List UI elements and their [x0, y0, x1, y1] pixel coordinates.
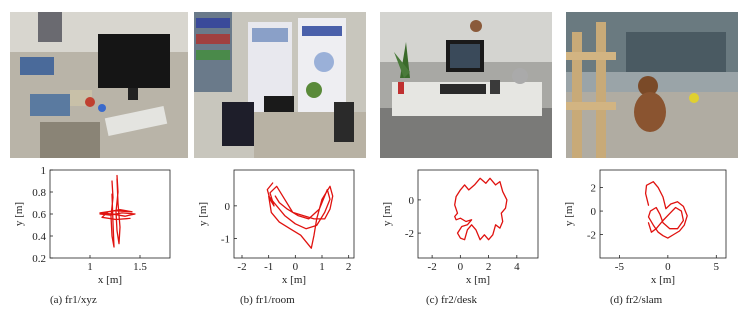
x-tick-label: 1.5: [133, 261, 147, 273]
x-axis-label: x [m]: [466, 274, 490, 286]
y-tick-label: 0: [409, 195, 415, 207]
x-axis-label: x [m]: [282, 274, 306, 286]
panel-d: -5 0 5 -2 0 2 x [m] y [m] (d) fr2/slam: [560, 0, 740, 321]
y-axis-label: y [m]: [197, 202, 209, 226]
trajectory-plot-fr1-xyz: 1 1.5 0.2 0.4 0.6 0.8 1 x [m] y [m]: [13, 165, 171, 286]
plot-fr1-room: -2 -1 0 1 2 -1 0 x [m] y [m]: [192, 160, 372, 290]
y-axis-label: y [m]: [381, 202, 393, 226]
photo-fr2-slam: [566, 12, 738, 158]
y-tick-label: 0: [591, 206, 597, 218]
y-tick-label: 0: [225, 201, 231, 213]
photo-fr1-xyz: [10, 12, 188, 158]
panel-b: -2 -1 0 1 2 -1 0 x [m] y [m] (b) fr1/room: [192, 0, 372, 321]
trajectory-plot-fr2-desk: -2 0 2 4-20x [m]y [m]: [381, 169, 539, 286]
x-tick-label: 1: [87, 261, 93, 273]
plot-frame: [233, 169, 355, 259]
trajectory-line: [110, 180, 115, 248]
x-tick-label: 0: [293, 261, 299, 273]
x-axis-label: x [m]: [651, 274, 675, 286]
y-tick-label: 0.6: [32, 209, 46, 221]
plot-frame: [417, 169, 539, 259]
x-tick-label: -2: [237, 261, 246, 273]
x-tick-label: 5: [714, 261, 720, 273]
y-tick-label: -1: [221, 233, 230, 245]
y-tick-label: 0.2: [32, 253, 46, 265]
y-axis-label: y [m]: [13, 202, 25, 226]
trajectory-plot-fr1-room: -2 -1 0 1 2-10x [m]y [m]: [197, 169, 355, 286]
trajectory-line: [99, 208, 136, 221]
trajectory-line: [115, 174, 121, 245]
x-axis-label: x [m]: [98, 274, 122, 286]
trajectory-line: [266, 182, 334, 249]
trajectory-plot-fr2-slam: -5 0 5 -2 0 2 x [m] y [m]: [563, 169, 727, 286]
caption-d: (d) fr2/slam: [610, 294, 663, 306]
trajectory-line: [644, 181, 688, 239]
y-tick-label: 0.8: [32, 187, 46, 199]
caption-b: (b) fr1/room: [240, 294, 295, 306]
panel-a: 1 1.5 0.2 0.4 0.6 0.8 1 x [m] y [m] (a) fr1/xyz: [8, 0, 188, 321]
photo-fr1-room: [194, 12, 366, 158]
panel-c: -2 0 2 4 -2 0 x [m] y [m] (c) fr2/desk: [376, 0, 556, 321]
plot-fr2-desk: -2 0 2 4 -2 0 x [m] y [m]: [376, 160, 556, 290]
y-tick-label: 1: [41, 165, 47, 177]
x-tick-label: -5: [615, 261, 625, 273]
caption-a: (a) fr1/xyz: [50, 294, 97, 306]
y-tick-label: -2: [587, 230, 596, 242]
x-tick-label: 4: [514, 261, 520, 273]
plot-frame: [599, 169, 727, 259]
y-tick-label: 2: [591, 183, 597, 195]
x-tick-label: -1: [264, 261, 273, 273]
photo-fr2-desk: [380, 12, 552, 158]
y-tick-label: 0.4: [32, 231, 46, 243]
plot-fr2-slam: -5 0 5 -2 0 2 x [m] y [m]: [560, 160, 740, 290]
x-tick-label: 2: [486, 261, 492, 273]
x-tick-label: 1: [319, 261, 325, 273]
trajectory-line: [454, 177, 508, 241]
x-tick-label: 2: [346, 261, 352, 273]
x-tick-label: -2: [428, 261, 437, 273]
x-tick-label: 0: [665, 261, 671, 273]
plot-fr1-xyz: 1 1.5 0.2 0.4 0.6 0.8 1 x [m] y [m]: [8, 160, 188, 290]
y-tick-label: -2: [405, 228, 414, 240]
x-tick-label: 0: [458, 261, 464, 273]
y-axis-label: y [m]: [563, 202, 575, 226]
caption-c: (c) fr2/desk: [426, 294, 478, 306]
